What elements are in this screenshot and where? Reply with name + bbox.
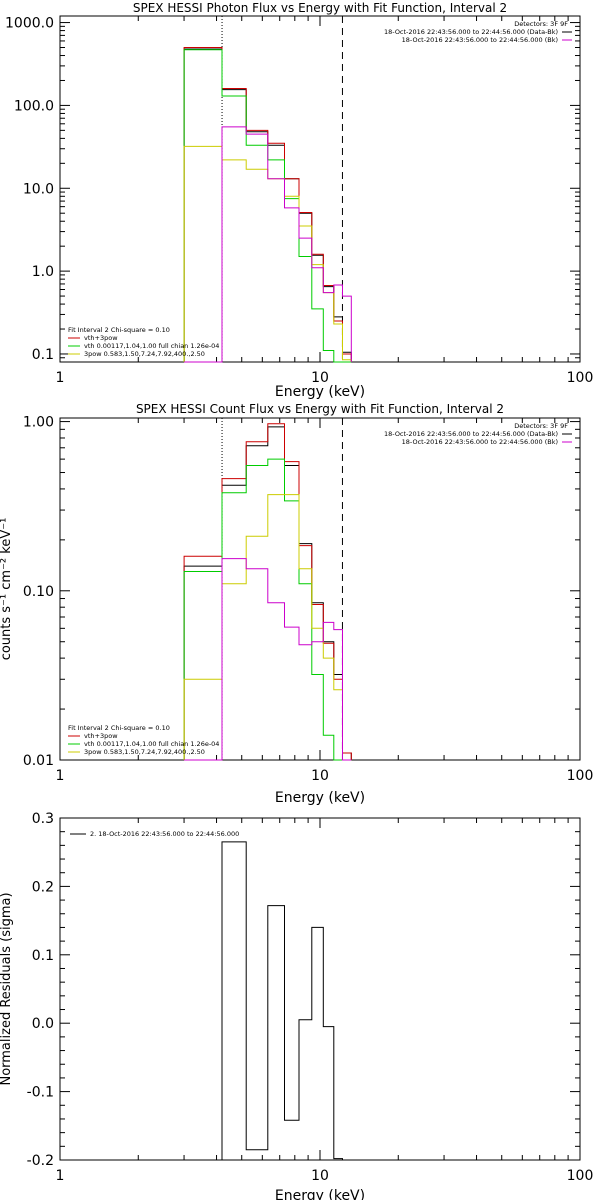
c1-x-axis-label: Energy (keV) <box>275 790 365 806</box>
c0-header-line-2: 18-Oct-2016 22:43:56.000 to 22:44:56.000… <box>402 36 558 44</box>
c0-y-tick-label: 100.0 <box>14 98 54 114</box>
c1-y-tick-label: 0.10 <box>23 584 54 600</box>
c2-x-tick-label: 10 <box>311 1168 329 1184</box>
c0-legend-line-0: Fit Interval 2 Chi-square = 0.10 <box>68 326 170 334</box>
c2-y-tick-label: 0.3 <box>32 811 54 827</box>
c2-x-axis-label: Energy (keV) <box>275 1188 365 1200</box>
c0-series-0-step-line <box>183 48 352 362</box>
c1-legend-line-2: vth 0.00117,1.04,1.00 full chian 1.26e-0… <box>84 740 219 748</box>
c0-series-4-step-line <box>184 126 352 363</box>
c0-series-1-step-line <box>183 47 352 362</box>
c0-legend-line-3: 3pow 0.583,1.50,7.24,7.92,400.,2.50 <box>84 350 205 358</box>
c0-legend-line-1: vth+3pow <box>84 334 118 342</box>
c0-y-tick-label: 1.0 <box>32 264 54 280</box>
c1-header-line-2: 18-Oct-2016 22:43:56.000 to 22:44:56.000… <box>402 438 558 446</box>
c0-y-tick-label: 10.0 <box>23 181 54 197</box>
c0-plot-frame <box>59 15 581 363</box>
c2-y-tick-label: 0.2 <box>32 879 54 895</box>
c1-header-line-0: Detectors: 3F 9F <box>514 422 568 430</box>
c1-x-tick-label: 100 <box>567 768 594 784</box>
c2-y-tick-label: -0.1 <box>27 1085 54 1101</box>
c1-y-tick-label: 0.01 <box>23 753 54 769</box>
c1-series-4-step-line <box>184 558 352 761</box>
c2-x-tick-label: 100 <box>567 1168 594 1184</box>
c2-series-0-step-line <box>221 841 343 1160</box>
c0-x-tick-label: 100 <box>567 370 594 386</box>
c0-y-tick-label: 1000.0 <box>5 16 54 32</box>
c1-y-tick-label: 1.00 <box>23 415 54 431</box>
c0-y-tick-label: 0.1 <box>32 347 54 363</box>
c2-y-tick-label: -0.2 <box>27 1153 54 1169</box>
c0-x-tick-label: 10 <box>311 370 329 386</box>
c0-header-line-0: Detectors: 3F 9F <box>514 20 568 28</box>
c0-x-tick-label: 1 <box>56 370 65 386</box>
c0-series-2-step-line <box>183 49 352 363</box>
c2-x-tick-label: 1 <box>56 1168 65 1184</box>
c2-y-tick-label: 0.1 <box>32 948 54 964</box>
c0-header-line-1: 18-Oct-2016 22:43:56.000 to 22:44:56.000… <box>384 28 558 36</box>
c1-plot-frame <box>59 417 581 761</box>
c0-title: SPEX HESSI Photon Flux vs Energy with Fi… <box>133 1 507 15</box>
c1-header-line-1: 18-Oct-2016 22:43:56.000 to 22:44:56.000… <box>384 430 558 438</box>
c1-y-axis-label: counts s⁻¹ cm⁻² keV⁻¹ <box>0 518 14 661</box>
c1-series-3-step-line <box>183 494 352 761</box>
c2-legend-line-0: 2. 18-Oct-2016 22:43:56.000 to 22:44:56.… <box>90 830 239 838</box>
c2-y-axis-label: Normalized Residuals (sigma) <box>0 892 14 1085</box>
c1-series-2-step-line <box>183 458 352 761</box>
c1-legend-line-3: 3pow 0.583,1.50,7.24,7.92,400.,2.50 <box>84 748 205 756</box>
c1-x-tick-label: 1 <box>56 768 65 784</box>
c0-legend-line-2: vth 0.00117,1.04,1.00 full chian 1.26e-0… <box>84 342 219 350</box>
c2-y-tick-label: 0.0 <box>32 1016 54 1032</box>
c1-legend-line-0: Fit Interval 2 Chi-square = 0.10 <box>68 724 170 732</box>
c2-plot-frame <box>59 817 581 1161</box>
c1-title: SPEX HESSI Count Flux vs Energy with Fit… <box>136 402 504 416</box>
c1-legend-line-1: vth+3pow <box>84 732 118 740</box>
c0-x-axis-label: Energy (keV) <box>275 384 365 400</box>
c1-x-tick-label: 10 <box>311 768 329 784</box>
